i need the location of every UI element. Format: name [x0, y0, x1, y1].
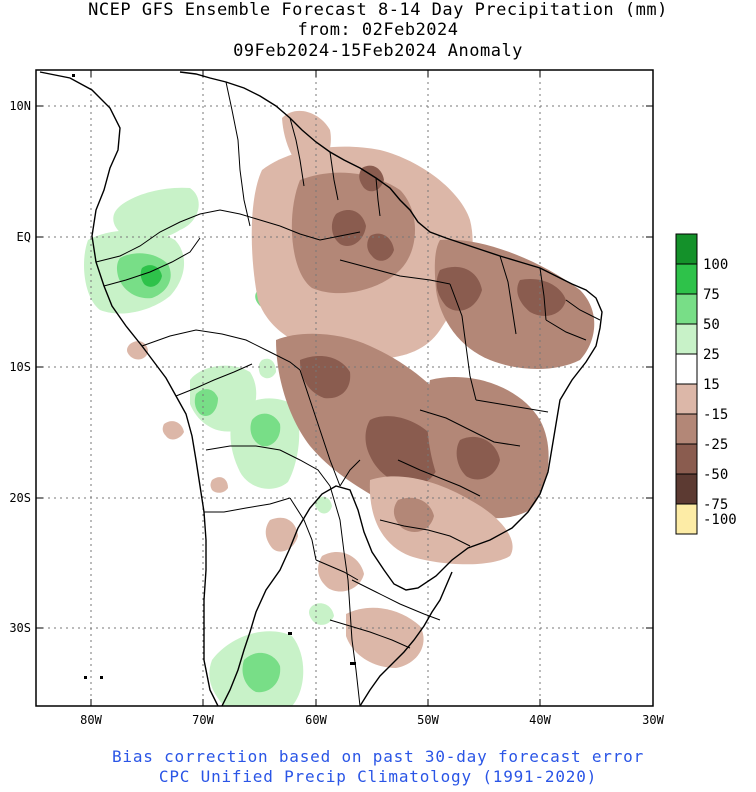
title-line-3: 09Feb2024-15Feb2024 Anomaly: [233, 41, 523, 61]
longitude-labels: 80W 70W 60W 50W 40W 30W: [80, 713, 664, 727]
lat-label-10s: 10S: [9, 360, 31, 374]
legend-swatch: [675, 383, 698, 415]
legend-swatch: [675, 263, 698, 295]
lat-label-30s: 30S: [9, 621, 31, 635]
legend-swatch: [675, 473, 698, 505]
lat-label-10n: 10N: [9, 99, 31, 113]
title-line-1: NCEP GFS Ensemble Forecast 8-14 Day Prec…: [88, 0, 668, 20]
legend-label: 25: [703, 347, 720, 363]
legend-label: 50: [703, 317, 720, 333]
legend-label: -25: [703, 437, 728, 453]
legend-label: 75: [703, 287, 720, 303]
lon-label-40w: 40W: [529, 713, 551, 727]
lon-label-60w: 60W: [305, 713, 327, 727]
legend-swatch: [675, 413, 698, 445]
axis-ticks: [36, 70, 653, 706]
legend-swatch: [675, 323, 698, 355]
legend-swatch: [675, 443, 698, 475]
lon-label-70w: 70W: [192, 713, 214, 727]
lon-label-80w: 80W: [80, 713, 102, 727]
islands: [72, 74, 356, 679]
legend-label: -100: [703, 512, 737, 528]
lon-label-30w: 30W: [642, 713, 664, 727]
graticule: [36, 70, 653, 706]
dry-anomaly-areas: [127, 110, 595, 668]
country-borders: [95, 81, 601, 706]
south-america-coastline: [39, 71, 603, 706]
color-legend: 100 75 50 25 15 -15 -25 -50 -75-100: [675, 233, 737, 535]
legend-label: -75: [703, 497, 728, 513]
legend-swatch: [675, 293, 698, 325]
lon-label-50w: 50W: [417, 713, 439, 727]
legend-label: 15: [703, 377, 720, 393]
footer-line-1: Bias correction based on past 30-day for…: [111, 747, 645, 766]
legend-swatch: [675, 503, 698, 535]
latitude-labels: 10N EQ 10S 20S 30S: [9, 99, 31, 635]
footer-line-2: CPC Unified Precip Climatology (1991-202…: [158, 767, 598, 786]
title-line-2: from: 02Feb2024: [297, 20, 459, 40]
legend-label: -15: [703, 407, 728, 423]
legend-label: 100: [703, 257, 728, 273]
legend-swatch: [675, 233, 698, 265]
lat-label-20s: 20S: [9, 491, 31, 505]
legend-swatch: [675, 353, 698, 385]
lat-label-eq: EQ: [17, 230, 31, 244]
legend-label: -50: [703, 467, 728, 483]
